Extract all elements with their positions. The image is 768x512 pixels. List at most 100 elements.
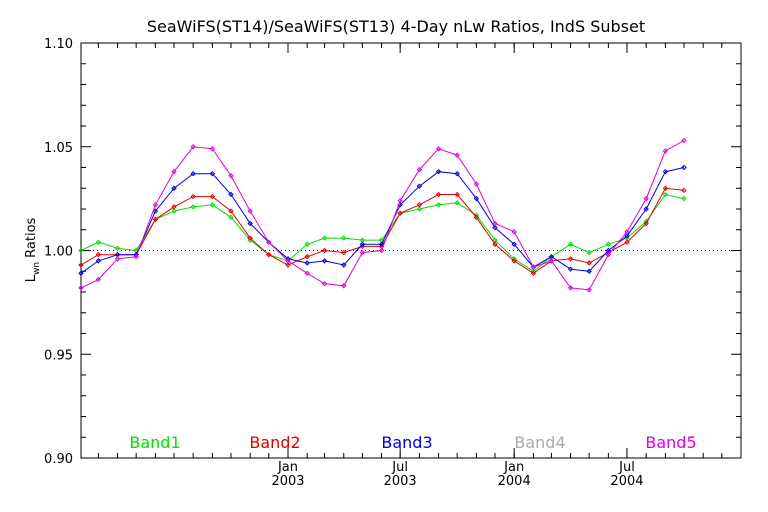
data-point-band5	[359, 249, 366, 256]
series-line-band1	[80, 193, 685, 272]
data-point-band3	[247, 220, 253, 227]
data-point-band1	[228, 214, 234, 221]
data-point-band5	[304, 270, 310, 277]
data-point-band5	[416, 166, 423, 173]
data-point-band5	[548, 258, 555, 264]
data-point-band3	[416, 183, 423, 189]
data-point-band1	[190, 204, 196, 210]
series-line-band3	[80, 167, 685, 274]
data-point-band2	[171, 204, 177, 210]
y-axis: 0.90 0.95 1.00 1.05 1.10	[44, 37, 741, 467]
y-tick-label: 0.95	[44, 348, 73, 363]
legend-entry-band2: Band2	[249, 433, 300, 452]
data-point-band3	[190, 171, 196, 177]
data-point-band3	[567, 266, 574, 272]
data-point-band1	[586, 249, 592, 256]
y-tick-label: 0.90	[44, 452, 73, 467]
data-point-band2	[416, 202, 423, 208]
y-axis-label-subscript: wn	[32, 262, 42, 275]
data-point-band5	[473, 181, 480, 187]
data-point-band2	[643, 220, 649, 227]
data-point-band2	[397, 210, 403, 216]
data-point-band5	[321, 280, 328, 287]
data-point-band5	[152, 202, 159, 208]
data-point-band2	[152, 216, 159, 223]
data-point-band5	[247, 208, 253, 214]
data-point-band2	[435, 191, 442, 198]
legend-entry-band4: Band4	[514, 433, 565, 452]
data-point-band3	[228, 191, 234, 198]
series-line-band2	[80, 187, 685, 274]
data-point-band2	[247, 235, 253, 241]
data-point-band2	[530, 270, 537, 277]
x-tick-year-label: 2003	[384, 474, 417, 489]
data-point-band5	[662, 148, 669, 154]
data-point-band1	[681, 195, 687, 202]
data-point-band3	[95, 258, 102, 264]
data-point-band5	[266, 239, 272, 245]
data-point-band3	[492, 224, 498, 231]
data-point-band2	[662, 185, 669, 191]
data-point-band5	[643, 195, 649, 202]
data-point-band3	[171, 185, 177, 191]
series-layer	[78, 137, 687, 293]
legend: Band1 Band2 Band3 Band4 Band5	[129, 433, 696, 452]
data-point-band2	[285, 262, 291, 268]
data-point-band2	[190, 193, 196, 200]
data-point-band2	[681, 187, 687, 194]
data-point-band2	[492, 241, 498, 247]
data-point-band2	[95, 251, 102, 258]
data-point-band3	[152, 208, 159, 214]
data-point-band3	[586, 268, 592, 274]
data-point-band1	[209, 202, 216, 208]
data-point-band3	[662, 168, 669, 175]
x-tick-year-label: 2003	[271, 474, 304, 489]
data-point-band5	[209, 146, 216, 152]
data-point-band3	[304, 260, 310, 266]
data-point-band1	[567, 241, 574, 247]
data-point-band3	[78, 270, 84, 277]
data-point-band2	[511, 258, 517, 264]
data-point-band2	[321, 247, 328, 254]
data-point-band3	[359, 241, 366, 247]
data-point-band1	[454, 200, 460, 206]
data-point-band1	[605, 241, 612, 247]
data-point-band5	[95, 276, 102, 283]
data-point-band5	[285, 258, 291, 264]
data-point-band3	[473, 195, 480, 202]
data-point-band1	[341, 235, 347, 241]
x-tick-month-label: Jul	[618, 460, 635, 475]
data-point-band3	[341, 262, 347, 268]
data-point-band5	[492, 220, 498, 227]
data-point-band1	[321, 235, 328, 241]
data-point-band3	[454, 171, 460, 177]
data-point-band2	[266, 251, 272, 258]
data-point-band1	[304, 241, 310, 247]
data-point-band5	[624, 229, 630, 235]
x-tick-year-label: 2004	[610, 474, 643, 489]
data-point-band3	[643, 206, 649, 212]
data-point-band5	[511, 229, 517, 235]
x-tick-month-label: Jan	[503, 460, 524, 475]
data-point-band5	[397, 197, 403, 204]
series-line-band5	[80, 140, 685, 291]
data-point-band2	[473, 214, 480, 221]
x-tick-year-label: 2004	[498, 474, 531, 489]
data-point-band5	[341, 283, 347, 289]
data-point-band5	[454, 152, 460, 158]
data-point-band1	[114, 245, 121, 252]
data-point-band3	[624, 233, 630, 239]
data-point-band1	[171, 208, 177, 214]
data-point-band1	[435, 202, 442, 208]
y-tick-label: 1.05	[44, 141, 73, 156]
data-point-band5	[228, 173, 234, 179]
data-point-band5	[605, 251, 612, 258]
y-tick-label: 1.00	[44, 245, 73, 260]
data-point-band3	[681, 164, 687, 171]
data-point-band5	[78, 285, 84, 291]
y-tick-label: 1.10	[44, 37, 73, 52]
data-point-band2	[304, 254, 310, 260]
plot-frame	[80, 42, 742, 459]
